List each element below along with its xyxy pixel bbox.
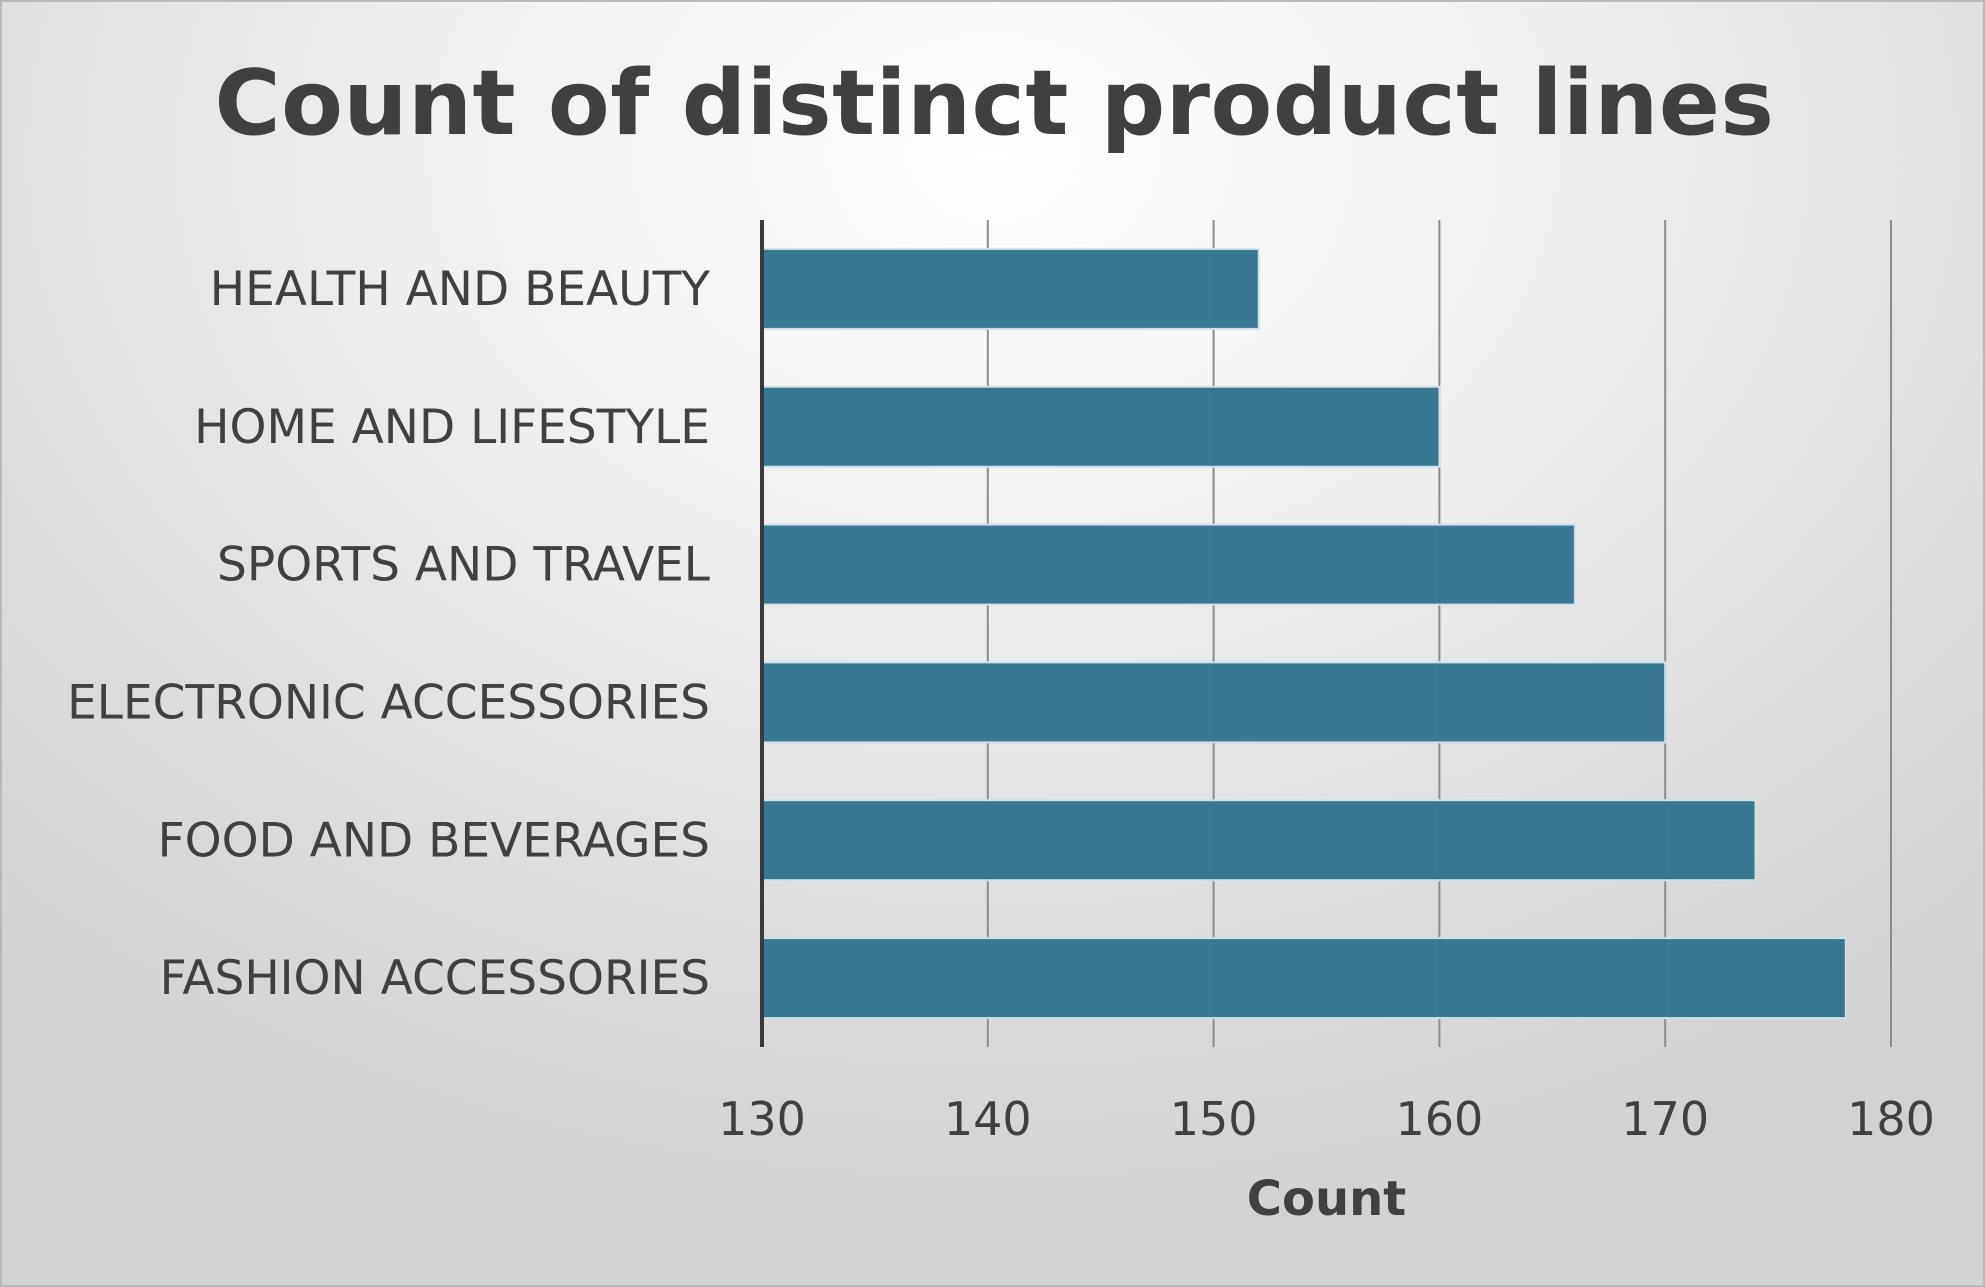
x-tick-label-160: 160 [1395,1092,1483,1146]
x-tick-labels: 130 140 150 160 170 180 [718,1092,1935,1146]
category-label-food-and-beverages: FOOD AND BEVERAGES [158,813,710,868]
category-labels: HEALTH AND BEAUTY HOME AND LIFESTYLE SPORT… [67,262,710,1006]
bar-sports-and-travel [761,523,1576,606]
category-label-health-and-beauty: HEALTH AND BEAUTY [210,262,711,317]
x-tick-label-180: 180 [1847,1092,1935,1146]
bar-health-and-beauty [761,247,1260,330]
x-tick-label-170: 170 [1621,1092,1709,1146]
x-tick-label-150: 150 [1170,1092,1258,1146]
bar-home-and-lifestyle [761,385,1441,468]
chart-title: Count of distinct product lines [214,51,1775,156]
bars [761,247,1847,1020]
gridlines [986,220,1892,1047]
category-label-fashion-accessories: FASHION ACCESSORIES [160,951,710,1006]
category-label-sports-and-travel: SPORTS AND TRAVEL [217,538,710,593]
bar-electronic-accessories [761,661,1667,744]
bar-fashion-accessories [761,937,1847,1020]
x-tick-label-140: 140 [944,1092,1032,1146]
category-label-electronic-accessories: ELECTRONIC ACCESSORIES [67,675,710,730]
category-label-home-and-lifestyle: HOME AND LIFESTYLE [194,400,710,455]
x-axis-title: Count [1247,1171,1407,1227]
bar-food-and-beverages [761,799,1757,882]
x-tick-label-130: 130 [718,1092,806,1146]
